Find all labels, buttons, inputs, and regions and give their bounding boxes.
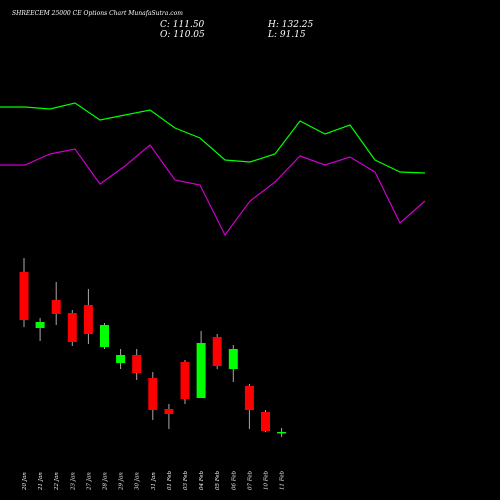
candle-body [148,378,158,410]
x-tick-label: 27 Jan [86,472,92,491]
candle-body [51,300,61,314]
x-tick-label: 20 Jan [22,472,28,491]
x-tick-label: 21 Jan [38,472,44,491]
candle-body [261,412,270,431]
candle-body [277,432,287,434]
close-label: C: 111.50 [160,20,205,30]
candle-body [100,325,109,347]
x-tick-label: 10 Feb [264,470,270,490]
x-tick-label: 06 Feb [231,470,237,490]
candle-body [164,409,174,414]
x-tick-label: 01 Feb [167,470,173,490]
x-tick-label: 22 Jan [54,472,60,491]
x-tick-label: 29 Jan [119,472,125,491]
x-tick-label: 23 Jan [70,472,76,491]
candle-body [228,349,238,369]
x-tick-label: 28 Jan [103,472,109,491]
candle-body [19,272,29,320]
chart-title: SHREECEM 25000 CE Options Chart MunafaSu… [12,10,183,17]
candle-body [67,313,77,342]
x-tick-label: 31 Jan [151,472,157,490]
x-tick-label: 05 Feb [215,470,221,490]
candle-body [196,343,206,398]
line [0,102,426,174]
x-tick-label: 30 Jan [135,472,141,490]
x-tick-label: 07 Feb [247,470,253,490]
candle-body [212,337,222,366]
candle-body [180,362,190,399]
high-label: H: 132.25 [267,20,314,30]
x-tick-label: 11 Feb [280,470,286,490]
candle-body [244,386,254,410]
open-label: O: 110.05 [160,30,205,40]
x-tick-label: 04 Feb [199,470,205,490]
low-label: L: 91.15 [267,30,306,40]
candle-body [132,355,142,373]
candle-body [35,322,45,328]
line [0,144,426,237]
candle-body [116,355,126,363]
x-tick-label: 03 Feb [183,470,189,490]
candle-body [83,305,93,334]
